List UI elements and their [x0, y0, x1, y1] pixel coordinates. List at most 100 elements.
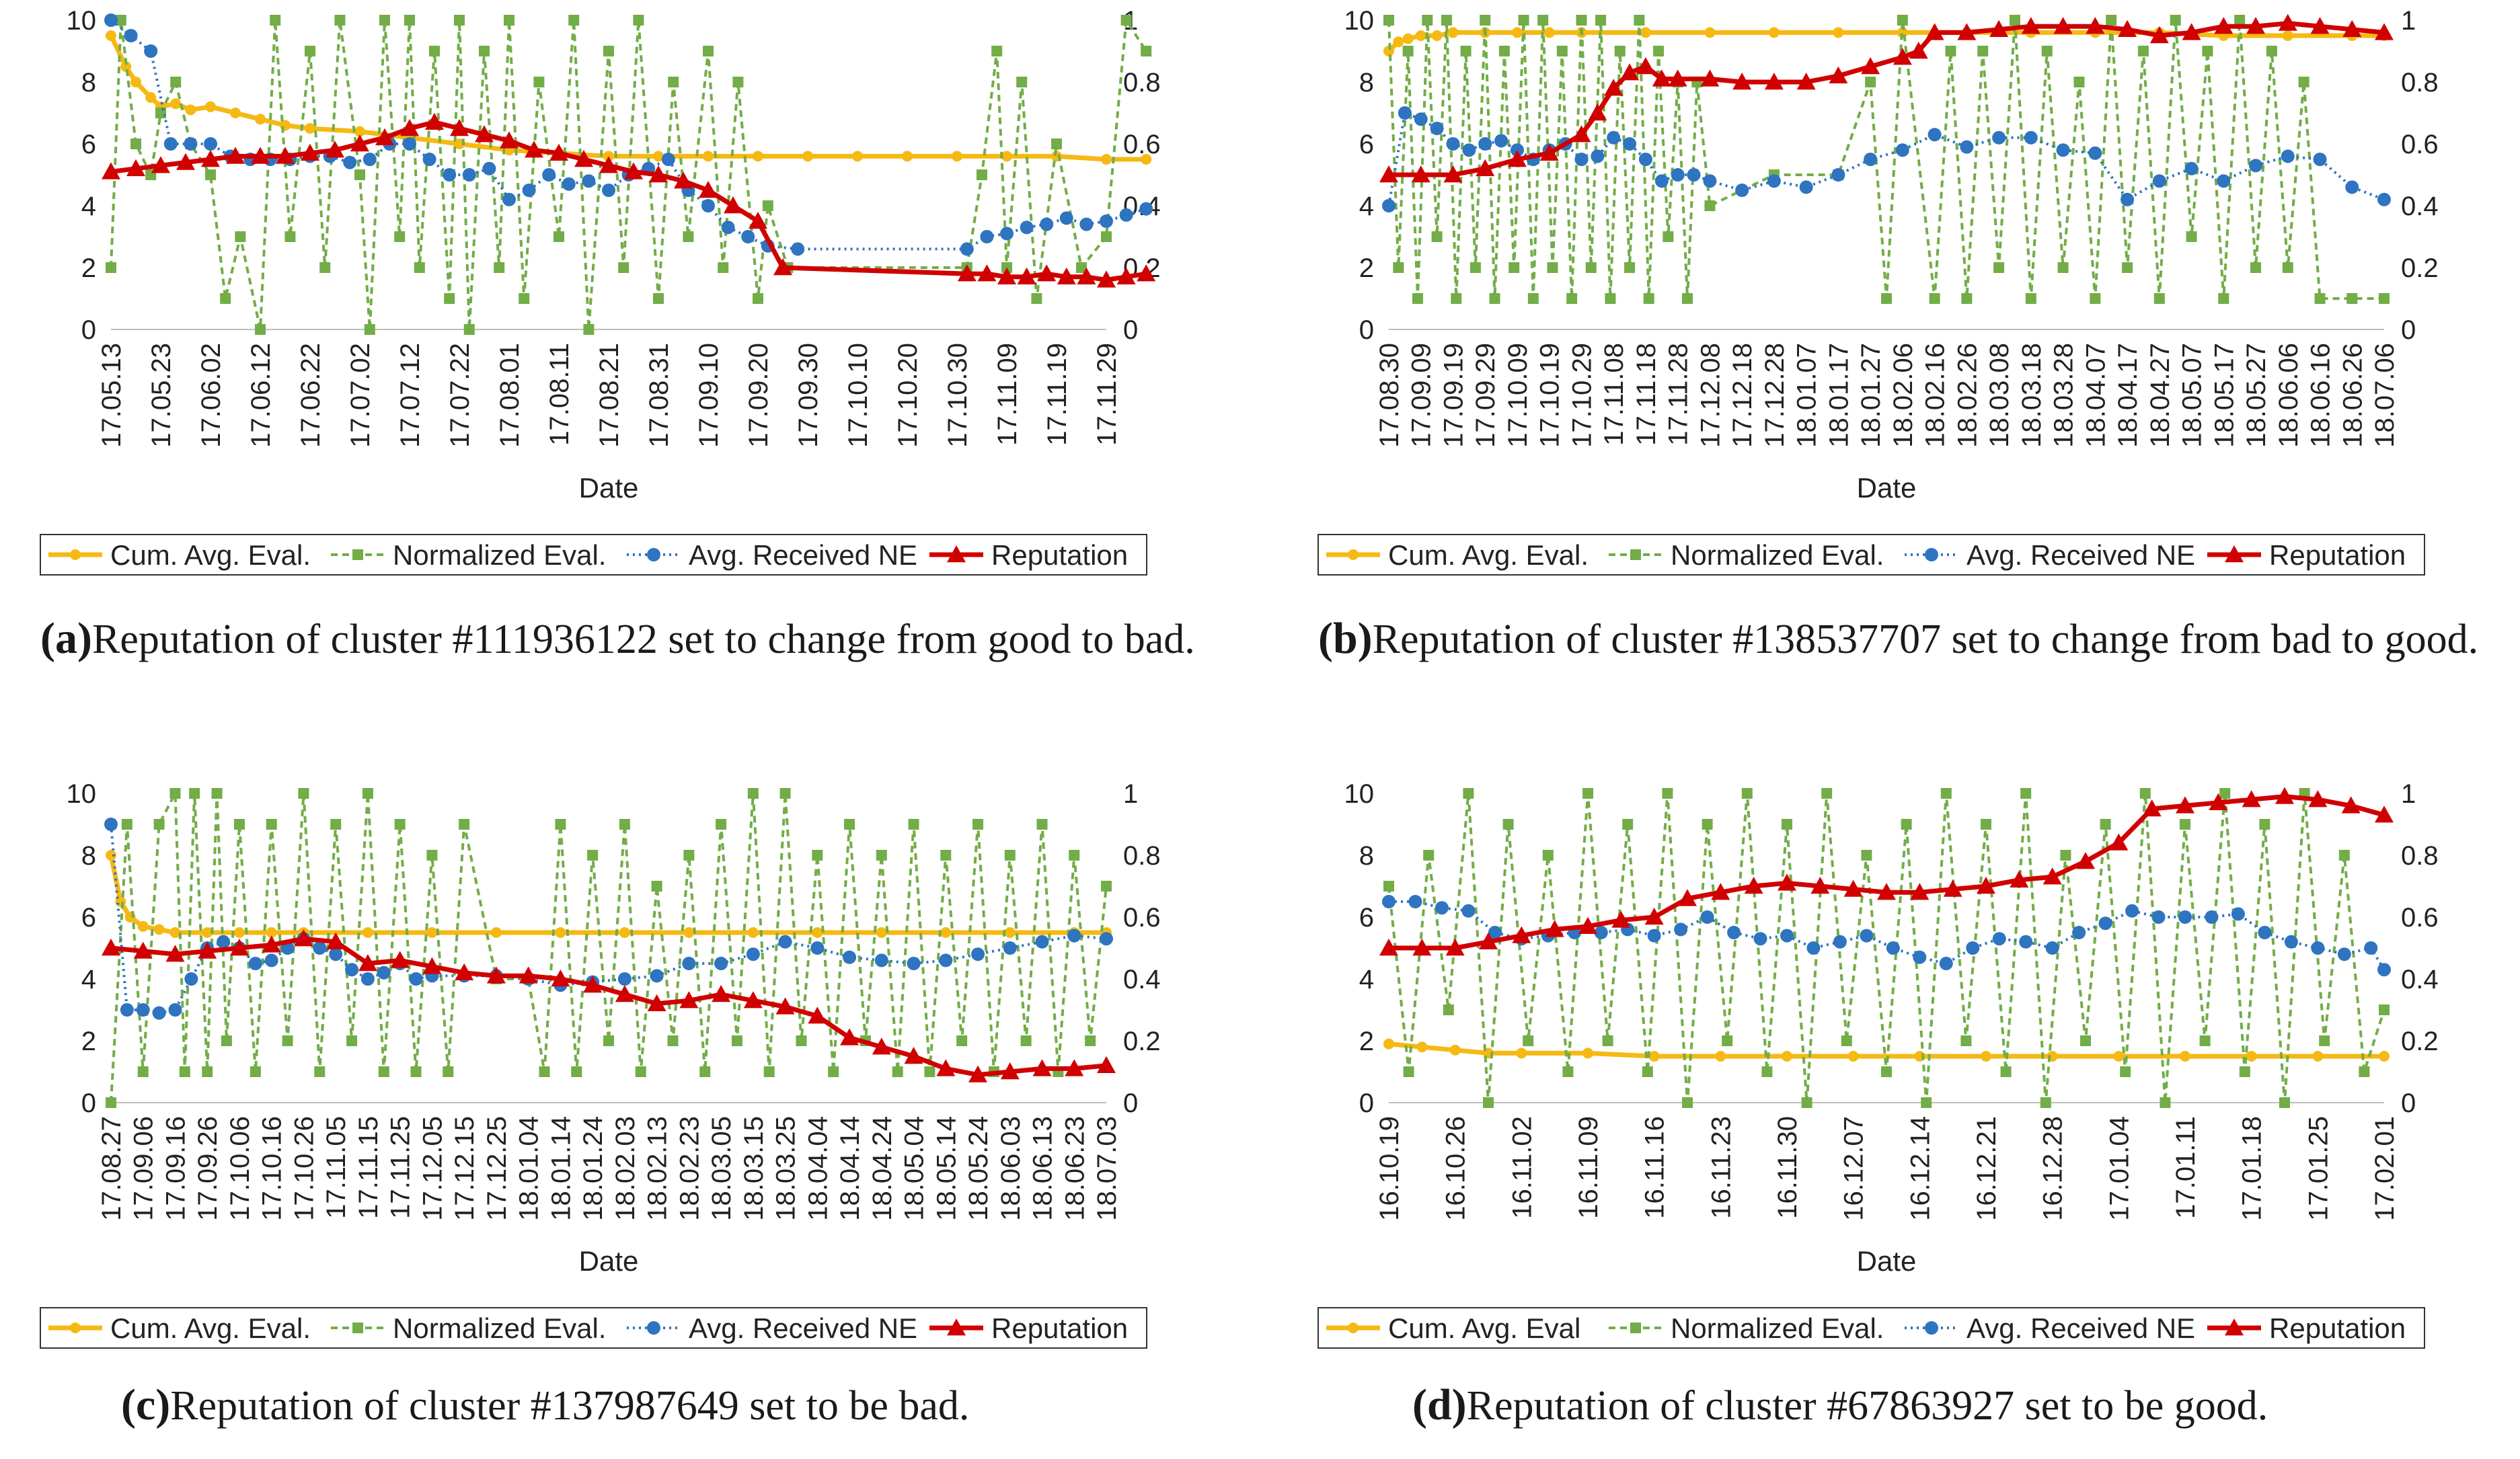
x-tick-label: 17.09.10 — [694, 343, 724, 448]
y2-tick-label: 0.8 — [1123, 841, 1161, 871]
data-point — [494, 262, 505, 273]
data-point — [650, 969, 664, 983]
data-point — [667, 1035, 679, 1046]
x-tick-label: 17.11.09 — [993, 343, 1022, 446]
caption-a-text: Reputation of cluster #111936122 set to … — [91, 617, 1195, 662]
x-tick-label: 18.02.03 — [611, 1116, 640, 1221]
data-point — [1483, 1097, 1494, 1108]
data-point — [1379, 165, 1398, 183]
data-point — [1940, 788, 1952, 799]
y2-tick-label: 1 — [1123, 779, 1138, 809]
data-point — [1016, 77, 1028, 87]
data-point — [102, 162, 120, 180]
data-point — [1101, 881, 1112, 892]
x-tick-label: 17.12.05 — [418, 1116, 447, 1221]
data-point — [479, 46, 490, 56]
data-point — [1801, 1097, 1812, 1108]
series-1 — [106, 850, 1112, 938]
data-point — [1654, 174, 1669, 188]
data-point — [1435, 901, 1449, 915]
data-point — [404, 15, 415, 26]
data-point — [661, 153, 675, 166]
data-point — [326, 932, 346, 949]
y-tick-label: 2 — [81, 253, 96, 283]
legend-label: Avg. Received NE — [689, 539, 917, 571]
data-point — [617, 972, 632, 986]
data-point — [1614, 46, 1626, 56]
data-point — [555, 927, 566, 938]
y-tick-label: 8 — [81, 841, 96, 871]
data-point — [712, 985, 731, 1002]
data-point — [130, 77, 141, 87]
legend-label: Normalized Eval. — [393, 1312, 606, 1344]
data-point — [1957, 23, 1977, 40]
x-tick-label: 18.02.13 — [643, 1116, 673, 1221]
data-point — [482, 161, 496, 175]
x-tick-label: 17.10.30 — [943, 343, 972, 448]
data-point — [1648, 1051, 1660, 1062]
data-point — [362, 927, 373, 938]
data-point — [414, 262, 425, 273]
data-point — [354, 126, 365, 137]
data-point — [1383, 46, 1394, 56]
x-tick-label: 18.01.24 — [578, 1116, 608, 1221]
series-2 — [1383, 15, 2390, 304]
data-point — [429, 46, 440, 56]
data-point — [490, 927, 502, 938]
data-point — [2020, 788, 2032, 799]
legend-swatch-marker — [352, 549, 363, 560]
data-point — [1085, 1035, 1096, 1046]
data-point — [2209, 793, 2228, 810]
data-point — [1137, 264, 1156, 282]
data-point — [872, 1037, 891, 1055]
y-tick-label: 6 — [81, 130, 96, 159]
series-3 — [1382, 106, 2391, 212]
data-point — [1416, 1041, 1428, 1053]
data-point — [133, 941, 153, 959]
data-point — [106, 1097, 116, 1108]
data-point — [390, 951, 410, 968]
data-point — [163, 137, 178, 151]
data-point — [106, 30, 116, 41]
data-point — [746, 947, 760, 961]
series-4 — [1379, 13, 2394, 183]
data-point — [1913, 950, 1927, 964]
data-point — [459, 819, 470, 830]
x-tick-label: 17.05.23 — [147, 343, 176, 448]
data-point — [2266, 46, 2277, 56]
data-point — [519, 293, 530, 304]
data-point — [852, 151, 863, 162]
data-point — [2040, 1097, 2051, 1108]
chart-a: 024681000.20.40.60.8117.05.1317.05.2317.… — [40, 6, 1161, 576]
data-point — [1003, 941, 1017, 955]
data-point — [1067, 929, 1081, 943]
data-point — [2341, 796, 2361, 814]
data-point — [1509, 262, 1520, 273]
data-point — [844, 819, 855, 830]
y2-tick-label: 0.2 — [1123, 1027, 1161, 1056]
data-point — [153, 924, 165, 935]
y2-tick-label: 0.2 — [2401, 1027, 2439, 1056]
data-point — [220, 293, 231, 304]
chart-panel-d: 0 2 4 6 8 10 0 0.2 0.4 0.6 0.8 1 16.10.19 16.10.26 16.… — [1318, 779, 2520, 1372]
data-point — [444, 293, 455, 304]
x-axis-title: Date — [1857, 1245, 1917, 1277]
data-point — [562, 177, 576, 191]
y-tick-label: 2 — [1359, 1027, 1374, 1056]
x-tick-label: 17.12.28 — [1760, 343, 1790, 448]
data-point — [683, 231, 694, 242]
y-tick-label: 10 — [67, 6, 97, 36]
data-point — [1101, 231, 1112, 242]
legend-label: Reputation — [991, 539, 1128, 571]
data-point — [2199, 1035, 2211, 1046]
data-point — [2205, 910, 2219, 924]
data-point — [2137, 46, 2149, 56]
data-point — [1981, 819, 1991, 830]
data-point — [1682, 293, 1693, 304]
data-point — [104, 13, 118, 27]
data-point — [1727, 926, 1741, 939]
data-point — [2214, 17, 2233, 34]
x-tick-label: 17.10.19 — [1535, 343, 1565, 448]
data-point — [169, 927, 181, 938]
x-tick-label: 18.04.17 — [2113, 343, 2143, 448]
